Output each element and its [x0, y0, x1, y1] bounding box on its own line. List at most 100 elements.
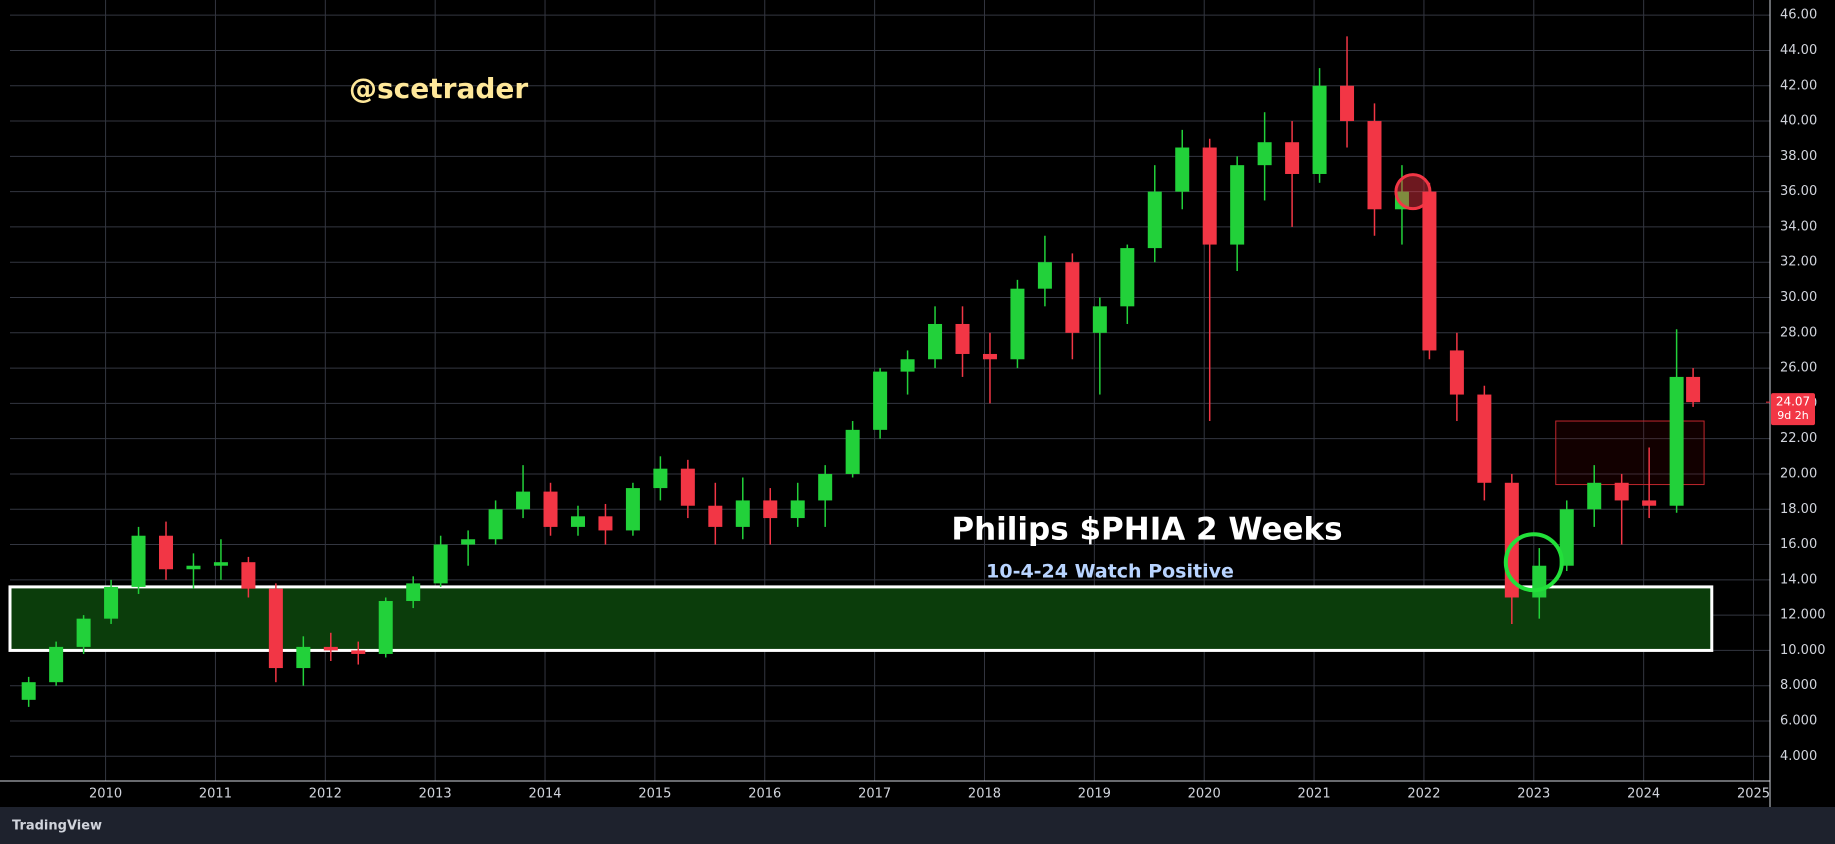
x-tick-label: 2014 [528, 787, 561, 802]
x-tick-label: 2010 [89, 787, 122, 802]
x-tick-label: 2022 [1407, 787, 1440, 802]
candle-body [1092, 306, 1107, 333]
candle-body [900, 359, 915, 372]
candles [21, 36, 1701, 707]
watermark: @scetrader [349, 72, 528, 105]
x-tick-label: 2017 [858, 787, 891, 802]
brand: TradingView [12, 819, 102, 834]
y-tick-label: 44.00 [1780, 43, 1817, 58]
y-tick-label: 20.00 [1780, 466, 1817, 481]
price-tag-label: 24.07 [1776, 395, 1810, 409]
candle-body [1147, 191, 1162, 249]
y-tick-label: 38.00 [1780, 149, 1817, 164]
y-tick-label: 8.000 [1780, 678, 1817, 693]
candle-body [1065, 262, 1080, 333]
candle-body [1449, 350, 1464, 395]
candle-body [461, 539, 476, 545]
x-tick-label: 2021 [1298, 787, 1331, 802]
candle-body [378, 601, 393, 654]
candle-body [1285, 142, 1300, 174]
axes: 4.000 6.000 8.000 10.000 12.000 14.00 16.00 18.… [0, 0, 1826, 807]
candle-body [570, 516, 585, 527]
x-tick-label: 2024 [1627, 787, 1660, 802]
x-tick-label: 2015 [638, 787, 671, 802]
x-tick-label: 2013 [419, 787, 452, 802]
candle-body [1669, 376, 1684, 506]
x-tick-label: 2020 [1188, 787, 1221, 802]
candle-body [488, 509, 503, 540]
candle-body [1175, 147, 1190, 192]
y-tick-label: 16.00 [1780, 537, 1817, 552]
price-tag-box [1771, 393, 1815, 426]
candle-body [1559, 509, 1574, 566]
candle-body [323, 646, 338, 651]
y-tick-label: 40.00 [1780, 114, 1817, 129]
candle-body [433, 544, 448, 584]
candle-body [543, 491, 558, 527]
candle-body [1340, 85, 1355, 122]
marker-circle [1394, 173, 1432, 211]
y-tick-label: 6.000 [1780, 714, 1817, 729]
x-tick-label: 2016 [748, 787, 781, 802]
candle-body [1532, 565, 1547, 598]
y-tick-label: 32.00 [1780, 255, 1817, 270]
candle-body [1422, 191, 1437, 351]
candle-body [1257, 142, 1272, 166]
y-tick-label: 10.000 [1780, 643, 1826, 658]
zones [8, 420, 1714, 652]
candle-body [735, 500, 750, 527]
support-zone [8, 585, 1714, 652]
x-tick-label: 2018 [968, 787, 1001, 802]
y-tick-label: 4.000 [1780, 749, 1817, 764]
candle-body [1686, 376, 1701, 403]
candle-body [763, 500, 778, 519]
candle-body [351, 650, 366, 654]
y-tick-label: 42.00 [1780, 78, 1817, 93]
candle-body [845, 429, 860, 474]
footer [0, 807, 1835, 844]
candle-body [1587, 482, 1602, 510]
candle-body [1230, 165, 1245, 245]
y-tick-label: 26.00 [1780, 361, 1817, 376]
overlay [1394, 173, 1564, 593]
candle-body [296, 646, 311, 669]
y-tick-label: 34.00 [1780, 219, 1817, 234]
candle-body [104, 586, 119, 619]
candle-body [186, 565, 201, 570]
candle-body [1312, 85, 1327, 174]
candle-body [598, 516, 613, 531]
candle-body [1120, 248, 1135, 307]
candle-body [790, 500, 805, 519]
candle-body [1037, 262, 1052, 289]
candle-body [1367, 121, 1382, 210]
candle-body [21, 682, 36, 700]
candle-body [213, 562, 228, 566]
y-tick-label: 12.000 [1780, 608, 1826, 623]
y-tick-label: 14.00 [1780, 572, 1817, 587]
marker-circle [1503, 532, 1564, 593]
candle-body [159, 535, 174, 570]
candle-body [982, 353, 997, 360]
candle-body [1394, 191, 1409, 210]
chart-title: Philips $PHIA 2 Weeks [951, 512, 1342, 548]
candle-body [818, 473, 833, 501]
candle-body [241, 562, 256, 589]
candle-body [1642, 500, 1657, 506]
candle-body [268, 588, 283, 669]
candle-body [1010, 288, 1025, 360]
candle-body [928, 323, 943, 360]
y-tick-label: 46.00 [1780, 8, 1817, 23]
candle-body [1202, 147, 1217, 245]
candle-body [76, 618, 91, 647]
x-tick-label: 2025 [1737, 787, 1770, 802]
candle-body [49, 646, 64, 683]
x-tick-label: 2011 [199, 787, 232, 802]
y-tick-label: 30.00 [1780, 290, 1817, 305]
candle-body [653, 468, 668, 489]
candle-body [873, 371, 888, 430]
candle-body [1614, 482, 1629, 501]
candle-body [708, 505, 723, 527]
